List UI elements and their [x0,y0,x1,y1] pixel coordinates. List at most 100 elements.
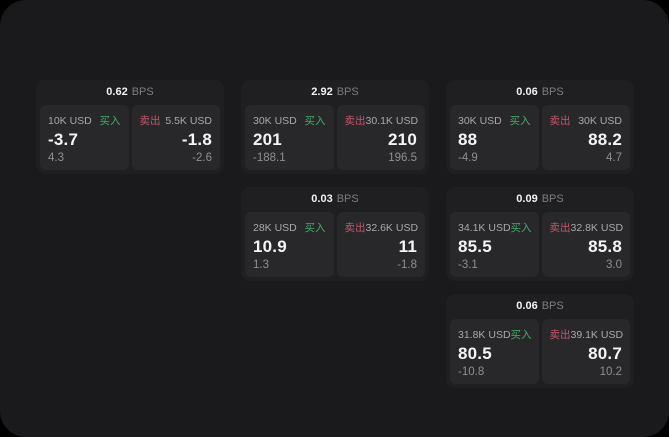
buy-badge: 买入 [304,115,326,127]
bps-unit-label: BPS [541,86,564,98]
buy-size: 34.1K USD [458,222,511,234]
buy-value: 10.9 [253,237,287,256]
bps-value: 0.62 [106,86,128,98]
sell-sub-value: 3.0 [606,259,622,271]
buy-size: 10K USD [48,115,92,127]
buy-sub-value: 1.3 [253,259,269,271]
buy-sub-value: 4.3 [48,152,64,164]
sell-size: 39.1K USD [570,329,624,341]
buy-sub-value: -10.8 [458,366,485,378]
sell-size: 32.6K USD [365,222,419,234]
bps-unit-label: BPS [336,86,359,98]
quote-card: 0.06 BPS 31.8K USD 买入 80.5 -10.8 卖出 39.1… [446,294,634,388]
quote-board: 0.62 BPS 10K USD 买入 -3.7 4.3 卖出 5.5K USD [36,80,634,388]
panels-row: 28K USD 买入 10.9 1.3 卖出 32.6K USD 11 -1.8 [245,212,425,277]
sell-size: 32.8K USD [570,222,624,234]
panels-row: 31.8K USD 买入 80.5 -10.8 卖出 39.1K USD 80.… [450,319,630,384]
quote-card: 0.06 BPS 30K USD 买入 88 -4.9 卖出 30K USD [446,80,634,174]
buy-panel-top: 31.8K USD 买入 [458,327,532,342]
buy-panel[interactable]: 10K USD 买入 -3.7 4.3 [40,105,129,170]
buy-badge: 买入 [509,115,531,127]
buy-badge: 买入 [510,222,532,234]
buy-value: 88 [458,130,478,149]
quote-card: 0.03 BPS 28K USD 买入 10.9 1.3 卖出 32.6K US… [241,187,429,281]
quote-card: 0.62 BPS 10K USD 买入 -3.7 4.3 卖出 5.5K USD [36,80,224,174]
buy-value: -3.7 [48,130,79,149]
sell-sub-value: 10.2 [599,366,622,378]
buy-panel[interactable]: 28K USD 买入 10.9 1.3 [245,212,334,277]
buy-value: 201 [253,130,282,149]
buy-panel-top: 30K USD 买入 [253,113,326,128]
sell-badge: 卖出 [139,115,161,127]
buy-sub-value: -4.9 [458,152,478,164]
buy-badge: 买入 [304,222,326,234]
buy-value: 85.5 [458,237,492,256]
bps-header: 0.09 BPS [450,187,630,212]
sell-value: 80.7 [588,344,622,363]
bps-unit-label: BPS [131,86,154,98]
quote-card: 0.09 BPS 34.1K USD 买入 85.5 -3.1 卖出 32.8K… [446,187,634,281]
panels-row: 34.1K USD 买入 85.5 -3.1 卖出 32.8K USD 85.8… [450,212,630,277]
sell-panel-top: 卖出 39.1K USD [549,327,624,342]
buy-panel[interactable]: 30K USD 买入 201 -188.1 [245,105,334,170]
sell-value: 11 [398,237,417,256]
buy-panel-top: 30K USD 买入 [458,113,531,128]
buy-value: 80.5 [458,344,492,363]
panels-row: 10K USD 买入 -3.7 4.3 卖出 5.5K USD -1.8 -2.… [40,105,220,170]
bps-unit-label: BPS [541,300,564,312]
bps-value: 0.06 [516,86,538,98]
sell-panel[interactable]: 卖出 32.8K USD 85.8 3.0 [541,212,630,277]
sell-value: 210 [388,130,417,149]
sell-panel-top: 卖出 5.5K USD [140,113,213,128]
quote-card: 2.92 BPS 30K USD 买入 201 -188.1 卖出 30.1K … [241,80,429,174]
sell-value: 88.2 [588,130,622,149]
sell-panel-top: 卖出 30K USD [550,113,623,128]
bps-value: 2.92 [311,86,333,98]
sell-panel[interactable]: 卖出 32.6K USD 11 -1.8 [336,212,425,277]
sell-sub-value: 196.5 [388,152,417,164]
sell-sub-value: -1.8 [397,259,417,271]
buy-sub-value: -3.1 [458,259,478,271]
bps-header: 0.06 BPS [450,294,630,319]
sell-panel[interactable]: 卖出 5.5K USD -1.8 -2.6 [131,105,220,170]
bps-header: 0.06 BPS [450,80,630,105]
sell-panel-top: 卖出 32.8K USD [549,220,624,235]
panels-row: 30K USD 买入 88 -4.9 卖出 30K USD 88.2 4.7 [450,105,630,170]
bps-unit-label: BPS [541,193,564,205]
buy-panel[interactable]: 34.1K USD 买入 85.5 -3.1 [450,212,539,277]
sell-panel[interactable]: 卖出 39.1K USD 80.7 10.2 [541,319,630,384]
buy-size: 31.8K USD [458,329,511,341]
buy-panel-top: 10K USD 买入 [48,113,121,128]
bps-header: 0.03 BPS [245,187,425,212]
sell-size: 5.5K USD [165,115,212,127]
sell-size: 30.1K USD [365,115,419,127]
sell-badge: 卖出 [344,222,366,234]
bps-value: 0.09 [516,193,538,205]
buy-panel[interactable]: 31.8K USD 买入 80.5 -10.8 [450,319,539,384]
bps-header: 0.62 BPS [40,80,220,105]
buy-panel-top: 28K USD 买入 [253,220,326,235]
buy-size: 30K USD [253,115,297,127]
bps-unit-label: BPS [336,193,359,205]
sell-sub-value: -2.6 [192,152,212,164]
sell-sub-value: 4.7 [606,152,622,164]
sell-badge: 卖出 [549,329,571,341]
bps-header: 2.92 BPS [245,80,425,105]
buy-sub-value: -188.1 [253,152,286,164]
sell-panel[interactable]: 卖出 30.1K USD 210 196.5 [336,105,425,170]
sell-value: 85.8 [588,237,622,256]
bps-value: 0.06 [516,300,538,312]
buy-badge: 买入 [510,329,532,341]
sell-badge: 卖出 [344,115,366,127]
sell-badge: 卖出 [549,222,571,234]
buy-size: 28K USD [253,222,297,234]
sell-panel[interactable]: 卖出 30K USD 88.2 4.7 [541,105,630,170]
buy-panel-top: 34.1K USD 买入 [458,220,532,235]
buy-size: 30K USD [458,115,502,127]
sell-size: 30K USD [578,115,622,127]
sell-badge: 卖出 [549,115,571,127]
buy-panel[interactable]: 30K USD 买入 88 -4.9 [450,105,539,170]
sell-panel-top: 卖出 32.6K USD [344,220,419,235]
buy-badge: 买入 [99,115,121,127]
